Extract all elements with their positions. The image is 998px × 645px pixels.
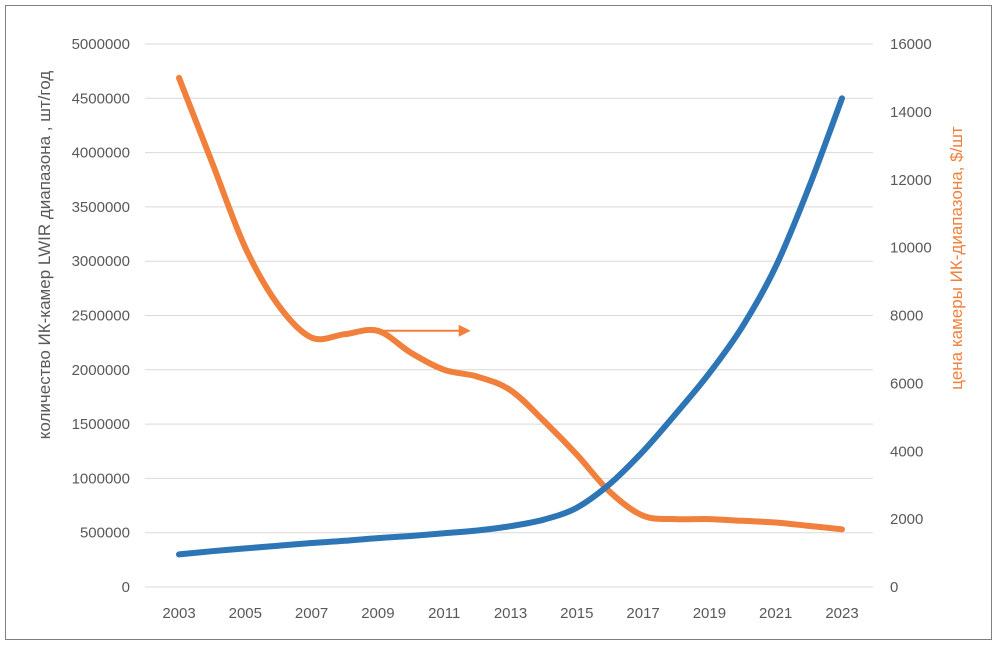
- right-tick-label: 8000: [890, 308, 923, 325]
- right-tick-label: 2000: [890, 511, 923, 528]
- x-tick-label: 2015: [560, 605, 593, 622]
- x-tick-label: 2021: [759, 605, 792, 622]
- series-line-camera-price: [176, 74, 845, 533]
- left-tick-label: 4000000: [72, 145, 130, 162]
- left-tick-label: 2500000: [72, 308, 130, 325]
- left-tick-label: 2000000: [72, 362, 130, 379]
- left-tick-label: 500000: [80, 525, 130, 542]
- right-tick-label: 16000: [890, 36, 932, 53]
- x-tick-label: 2013: [494, 605, 527, 622]
- arrow-annotation-head: [458, 324, 471, 337]
- gridlines: [145, 43, 873, 588]
- right-tick-label: 10000: [890, 240, 932, 257]
- left-tick-label: 4500000: [72, 90, 130, 107]
- x-axis-ticks: 2003 2005 2007 2009 2011 2013 2015 2017 2019 2021…: [162, 605, 858, 622]
- right-tick-label: 4000: [890, 443, 923, 460]
- left-tick-label: 1000000: [72, 470, 130, 487]
- left-tick-label: 1500000: [72, 416, 130, 433]
- x-tick-label: 2003: [162, 605, 195, 622]
- right-tick-label: 0: [890, 579, 898, 596]
- left-axis-title: количество ИК-камер LWIR диапазона , шт/…: [35, 71, 54, 440]
- x-tick-label: 2005: [229, 605, 262, 622]
- left-axis-ticks: 0 500000 1000000 1500000 2000000 2500000 30000…: [72, 36, 130, 596]
- left-tick-label: 5000000: [72, 36, 130, 53]
- x-tick-label: 2023: [825, 605, 858, 622]
- left-tick-label: 3000000: [72, 253, 130, 270]
- right-axis-title: цена камеры ИК-диапазона, $/шт: [947, 126, 966, 390]
- annotations: [377, 324, 471, 337]
- x-tick-label: 2009: [361, 605, 394, 622]
- right-axis-ticks: 0 2000 4000 6000 8000 10000 12000 14000 16000: [890, 36, 932, 596]
- chart-frame: [5, 5, 992, 640]
- x-tick-label: 2007: [295, 605, 328, 622]
- right-tick-label: 6000: [890, 375, 923, 392]
- left-tick-label: 0: [122, 579, 130, 596]
- right-tick-label: 14000: [890, 104, 932, 121]
- x-tick-label: 2011: [428, 605, 460, 622]
- x-tick-label: 2017: [626, 605, 659, 622]
- left-tick-label: 3500000: [72, 199, 130, 216]
- x-tick-label: 2019: [693, 605, 726, 622]
- series-lines: [176, 74, 845, 558]
- right-tick-label: 12000: [890, 172, 932, 189]
- series-line-cameras-count: [176, 95, 845, 558]
